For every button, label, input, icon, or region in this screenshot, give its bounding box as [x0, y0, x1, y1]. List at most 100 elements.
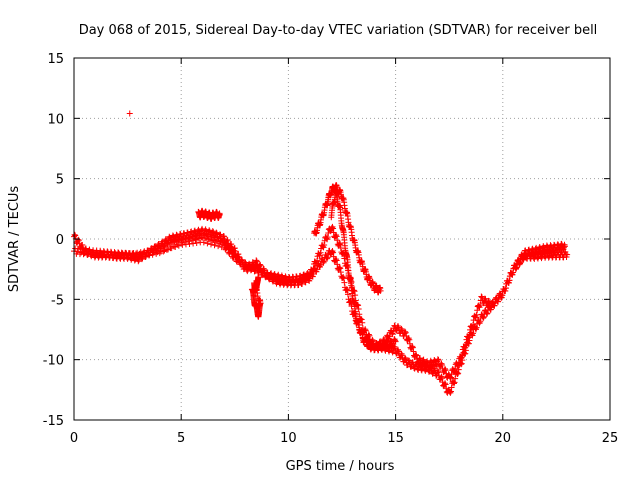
data-point: [71, 231, 78, 238]
data-point: [231, 245, 238, 252]
data-point: [410, 348, 417, 355]
data-point: [355, 302, 362, 309]
data-point: [337, 269, 344, 276]
y-tick-label: -10: [43, 354, 64, 369]
data-point: [505, 279, 512, 286]
data-point: [151, 246, 158, 253]
data-point: [246, 260, 253, 267]
data-point: [561, 243, 568, 250]
data-point: [72, 232, 79, 239]
data-point: [341, 279, 348, 286]
data-point: [340, 273, 347, 280]
data-point: [166, 241, 173, 248]
data-point: [509, 269, 516, 276]
data-point: [138, 253, 145, 260]
data-point: [162, 242, 169, 249]
y-tick-label: -5: [51, 293, 64, 308]
data-point: [126, 110, 133, 117]
data-point: [282, 273, 289, 280]
data-point: [434, 367, 441, 374]
data-point: [211, 242, 218, 249]
data-point: [324, 255, 331, 262]
data-point: [238, 257, 245, 264]
data-point: [516, 261, 523, 268]
data-point: [495, 298, 502, 305]
data-point: [458, 360, 465, 367]
data-point: [377, 287, 384, 294]
data-point: [204, 240, 211, 247]
data-point: [253, 264, 260, 271]
data-point: [431, 365, 438, 372]
data-point: [448, 384, 455, 391]
data-point: [406, 357, 413, 364]
axis-ticks: 0 5 10 15 20 25 -15 -10 -5 0 5 10 15: [43, 52, 619, 446]
data-point: [477, 318, 484, 325]
data-point: [352, 292, 359, 299]
data-point: [340, 275, 347, 282]
y-tick-label: 15: [47, 52, 64, 67]
data-point: [224, 243, 231, 250]
y-tick-label: 0: [56, 233, 64, 248]
data-point: [394, 347, 401, 354]
data-point: [344, 291, 351, 298]
data-point: [216, 231, 223, 238]
y-tick-label: 10: [47, 112, 64, 127]
data-point: [439, 375, 446, 382]
y-axis-label: SDTVAR / TECUs: [7, 186, 22, 293]
data-point: [499, 292, 506, 299]
data-point: [155, 245, 162, 252]
x-tick-label: 25: [602, 431, 619, 446]
data-point: [253, 263, 260, 270]
data-point: [146, 252, 153, 259]
data-point: [413, 352, 420, 359]
data-point: [413, 360, 420, 367]
data-point: [173, 238, 180, 245]
data-point: [215, 243, 222, 250]
data-point: [75, 237, 82, 244]
data-point: [434, 356, 441, 363]
data-point: [228, 241, 235, 248]
data-point: [343, 286, 350, 293]
data-point: [491, 302, 498, 309]
data-point: [287, 279, 294, 286]
data-point: [278, 272, 285, 279]
data-point: [455, 370, 462, 377]
data-point: [442, 381, 449, 388]
data-point: [306, 273, 313, 280]
data-point: [439, 362, 446, 369]
data-point: [435, 357, 442, 364]
data-point: [209, 228, 216, 235]
data-point: [458, 361, 465, 368]
data-point: [217, 238, 224, 245]
data-point: [221, 239, 228, 246]
data-point: [419, 362, 426, 369]
data-point: [447, 389, 454, 396]
data-point: [159, 244, 166, 251]
data-point: [512, 266, 519, 273]
data-point: [337, 241, 344, 248]
data-point: [409, 343, 416, 350]
data-point: [171, 243, 178, 250]
data-point: [309, 268, 316, 275]
data-point: [480, 315, 487, 322]
data-point: [520, 257, 527, 264]
data-point: [206, 227, 213, 234]
data-point: [412, 351, 419, 358]
data-point: [358, 316, 365, 323]
chart-title: Day 068 of 2015, Sidereal Day-to-day VTE…: [79, 23, 598, 38]
data-point: [402, 356, 409, 363]
data-point: [330, 225, 337, 232]
data-point: [324, 254, 331, 261]
data-point: [478, 293, 485, 300]
data-point: [398, 325, 405, 332]
data-point: [468, 331, 475, 338]
data-point: [299, 277, 306, 284]
data-point: [193, 239, 200, 246]
data-point: [328, 249, 335, 256]
data-point: [224, 237, 231, 244]
data-point: [465, 340, 472, 347]
data-point: [462, 347, 469, 354]
data-point: [221, 233, 228, 240]
data-point: [466, 337, 473, 344]
data-point: [435, 369, 442, 376]
